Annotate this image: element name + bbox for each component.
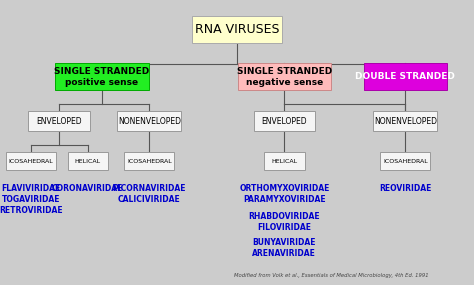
FancyBboxPatch shape	[254, 111, 315, 131]
Text: ICOSAHEDRAL: ICOSAHEDRAL	[383, 158, 428, 164]
FancyBboxPatch shape	[28, 111, 90, 131]
Text: FLAVIVIRIDAE
TOGAVIRIDAE
RETROVIRIDAE: FLAVIVIRIDAE TOGAVIRIDAE RETROVIRIDAE	[0, 184, 63, 215]
Text: REOVIRIDAE: REOVIRIDAE	[379, 184, 431, 193]
Text: ENVELOPED: ENVELOPED	[36, 117, 82, 126]
Text: ORTHOMYXOVIRIDAE
PARAMYXOVIRIDAE: ORTHOMYXOVIRIDAE PARAMYXOVIRIDAE	[239, 184, 329, 204]
FancyBboxPatch shape	[117, 111, 181, 131]
FancyBboxPatch shape	[192, 16, 282, 43]
Text: Modified from Volk et al., Essentials of Medical Microbiology, 4th Ed. 1991: Modified from Volk et al., Essentials of…	[235, 273, 429, 278]
FancyBboxPatch shape	[373, 111, 437, 131]
Text: HELICAL: HELICAL	[271, 158, 298, 164]
Text: CORONAVIRIDAE: CORONAVIRIDAE	[52, 184, 123, 193]
FancyBboxPatch shape	[67, 152, 108, 170]
Text: SINGLE STRANDED
negative sense: SINGLE STRANDED negative sense	[237, 67, 332, 87]
Text: NONENVELOPED: NONENVELOPED	[374, 117, 437, 126]
Text: SINGLE STRANDED
positive sense: SINGLE STRANDED positive sense	[55, 67, 149, 87]
FancyBboxPatch shape	[380, 152, 430, 170]
FancyBboxPatch shape	[55, 64, 149, 91]
Text: NONENVELOPED: NONENVELOPED	[118, 117, 181, 126]
FancyBboxPatch shape	[264, 152, 304, 170]
Text: ICOSAHEDRAL: ICOSAHEDRAL	[127, 158, 172, 164]
Text: RNA VIRUSES: RNA VIRUSES	[195, 23, 279, 36]
Text: PICORNAVIRIDAE
CALICIVIRIDAE: PICORNAVIRIDAE CALICIVIRIDAE	[112, 184, 186, 204]
FancyBboxPatch shape	[6, 152, 56, 170]
Text: DOUBLE STRANDED: DOUBLE STRANDED	[356, 72, 455, 82]
Text: HELICAL: HELICAL	[74, 158, 101, 164]
FancyBboxPatch shape	[238, 64, 331, 91]
FancyBboxPatch shape	[364, 64, 447, 91]
FancyBboxPatch shape	[124, 152, 174, 170]
Text: ENVELOPED: ENVELOPED	[262, 117, 307, 126]
Text: BUNYAVIRIDAE
ARENAVIRIDAE: BUNYAVIRIDAE ARENAVIRIDAE	[253, 238, 316, 258]
Text: ICOSAHEDRAL: ICOSAHEDRAL	[9, 158, 53, 164]
Text: RHABDOVIRIDAE
FILOVIRIDAE: RHABDOVIRIDAE FILOVIRIDAE	[248, 212, 320, 233]
